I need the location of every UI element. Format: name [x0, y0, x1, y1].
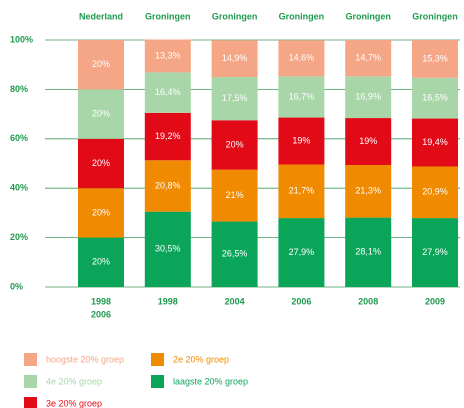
group-label: Groningen — [412, 11, 458, 21]
data-label: 13,3% — [155, 50, 181, 60]
data-label: 19% — [292, 135, 310, 145]
data-label: 16,5% — [422, 93, 448, 103]
bar-segment — [78, 89, 124, 139]
bar-segment — [412, 118, 458, 167]
data-label: 30,5% — [155, 244, 181, 254]
bar-segment — [211, 77, 258, 121]
data-label: 20% — [226, 139, 244, 149]
data-label: 28,1% — [355, 247, 381, 257]
legend-swatch — [24, 353, 37, 366]
legend-label: laagste 20% groep — [173, 376, 248, 386]
group-label: Groningen — [145, 11, 191, 21]
bar-segment — [345, 40, 392, 77]
data-label: 14,9% — [222, 53, 248, 63]
legend-label: 4e 20% groep — [46, 376, 102, 386]
data-label: 20% — [92, 59, 110, 69]
bar-segment — [345, 164, 392, 218]
data-label: 19,2% — [155, 131, 181, 141]
data-label: 20% — [92, 207, 110, 217]
y-tick-label: 60% — [10, 133, 28, 143]
data-label: 20,8% — [155, 180, 181, 190]
bar-segment — [211, 221, 258, 287]
bar-segment — [278, 76, 325, 118]
y-tick-label: 0% — [10, 281, 23, 291]
bar-segment — [78, 40, 124, 90]
x-tick-label: 2004 — [225, 296, 245, 306]
data-label: 20,9% — [422, 187, 448, 197]
legend-label: hoogste 20% groep — [46, 354, 124, 364]
x-tick-label: 1998 — [91, 296, 111, 306]
bar-segment — [278, 164, 325, 219]
y-tick-label: 100% — [10, 34, 33, 44]
y-tick-label: 40% — [10, 183, 28, 193]
bar-segment — [211, 169, 258, 222]
legend-label: 2e 20% groep — [173, 354, 229, 364]
bar-segment — [345, 76, 392, 119]
data-label: 26,5% — [222, 249, 248, 259]
data-label: 20% — [92, 108, 110, 118]
group-label: Nederland — [79, 11, 123, 21]
x-tick-label: 2009 — [425, 296, 445, 306]
x-tick-label: 2006 — [91, 309, 111, 319]
x-tick-label: 2008 — [358, 296, 378, 306]
group-label: Groningen — [279, 11, 325, 21]
data-label: 14,7% — [355, 53, 381, 63]
data-label: 21% — [226, 190, 244, 200]
data-label: 20% — [92, 158, 110, 168]
data-label: 21,7% — [289, 186, 315, 196]
bar-segment — [144, 72, 191, 113]
bar-segment — [144, 160, 191, 212]
data-label: 15,3% — [422, 53, 448, 63]
bar-segment — [412, 218, 458, 287]
y-tick-label: 20% — [10, 232, 28, 242]
bar-segment — [412, 40, 458, 78]
x-tick-label: 1998 — [158, 296, 178, 306]
bar-segment — [144, 211, 191, 287]
bar-segment — [78, 188, 124, 238]
bar-segment — [78, 138, 124, 189]
data-label: 27,9% — [289, 247, 315, 257]
bar-segment — [278, 117, 325, 165]
data-label: 19% — [359, 136, 377, 146]
bar-segment — [278, 40, 325, 77]
legend-label: 3e 20% groep — [46, 398, 102, 408]
legend-swatch — [24, 375, 37, 388]
bar-segment — [412, 77, 458, 119]
bar-segment — [144, 39, 191, 73]
legend-swatch — [151, 375, 164, 388]
data-label: 20% — [92, 257, 110, 267]
bar-segment — [211, 40, 258, 78]
bar-segment — [412, 166, 458, 219]
data-label: 19,4% — [422, 137, 448, 147]
data-label: 27,9% — [422, 247, 448, 257]
group-label: Groningen — [212, 11, 258, 21]
bar-segment — [211, 120, 258, 170]
data-label: 16,4% — [155, 87, 181, 97]
x-tick-label: 2006 — [291, 296, 311, 306]
data-label: 21,3% — [355, 186, 381, 196]
data-label: 16,9% — [355, 92, 381, 102]
bar-segment — [345, 217, 392, 287]
bar-segment — [78, 237, 124, 287]
y-tick-label: 80% — [10, 84, 28, 94]
data-label: 14,6% — [289, 53, 315, 63]
data-label: 16,7% — [289, 91, 315, 101]
data-label: 17,5% — [222, 93, 248, 103]
group-label: Groningen — [345, 11, 391, 21]
bar-segment — [144, 112, 191, 161]
bar-segment — [345, 118, 392, 165]
legend-swatch — [24, 397, 37, 408]
legend-swatch — [151, 353, 164, 366]
bar-segment — [278, 218, 325, 287]
